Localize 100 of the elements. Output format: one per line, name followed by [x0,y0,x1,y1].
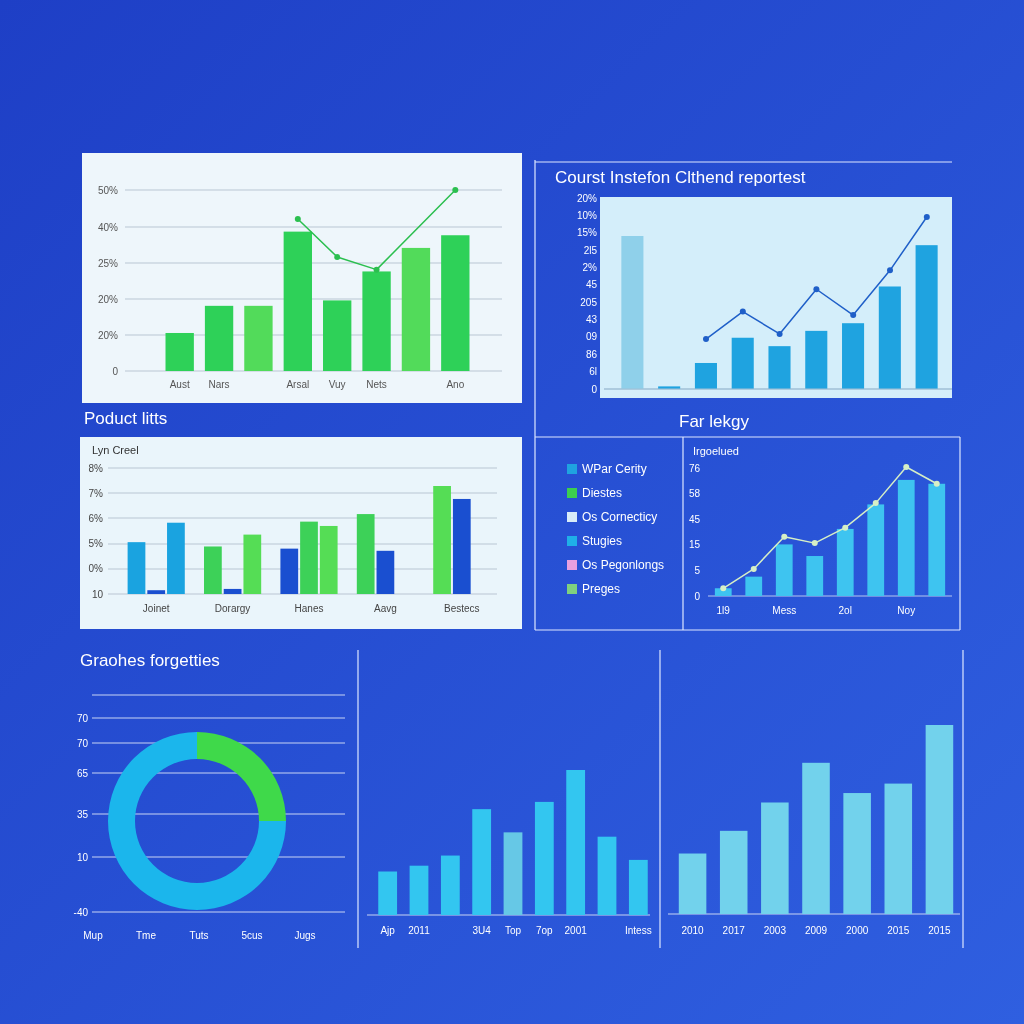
bar [836,528,854,596]
category-label: Os Pegonlongs [582,558,665,573]
point [703,336,709,343]
text: 45 [688,513,701,525]
bar [745,576,763,596]
donut-slice [197,732,286,821]
bar [283,231,312,371]
x-tick-label: Nars [208,379,230,390]
text: 70 [76,712,89,724]
text: 0 [112,365,119,377]
bar [440,855,460,915]
text: 20% [576,192,598,204]
point [850,312,857,319]
bar [897,479,915,596]
x-tick-label: Aavg [374,603,397,614]
bar [878,286,901,389]
text: 15% [576,227,598,239]
text: 2% [582,261,598,273]
bar [867,504,885,596]
x-tick-label: 1l9 [716,605,731,616]
x-tick-label: 2009 [804,925,828,936]
x-tick-label: Vuy [328,379,346,390]
bar [925,725,954,914]
bar [806,556,824,596]
bar [167,522,185,594]
text: 86 [585,348,598,360]
point [933,480,940,487]
x-tick-label: 2011 [408,925,431,936]
text: 0 [694,590,701,602]
text: 7% [88,487,104,499]
text: 205 [580,296,598,308]
bar [362,271,391,371]
x-tick-label: Bestecs [444,603,480,614]
text: 35 [76,808,89,820]
point [781,533,788,540]
x-tick-label: 2010 [681,925,705,936]
text: 5% [88,538,104,550]
text: 10 [76,851,89,863]
bar [319,525,338,594]
bar [204,305,234,371]
bar [534,801,554,915]
bar [805,330,828,389]
y-axis-title: Lyn Creel [92,444,139,456]
chart-title: Poduct litts [84,409,168,428]
text: -40 [73,906,89,918]
bar [472,809,492,915]
bar [775,544,793,596]
bar [928,483,946,596]
bar [409,865,429,915]
text: 0% [88,563,104,575]
text: 8% [88,462,104,474]
y-axis-title: Irgoelued [693,445,739,457]
point [903,464,910,470]
text: 40% [97,221,119,233]
text: Tuts [189,929,209,941]
text: 09 [585,331,598,343]
bar [127,542,146,594]
text: 6l [589,366,597,378]
bar [884,783,913,914]
text: 5cus [241,929,263,941]
text: 70 [76,737,89,749]
chart-title: Courst Instefon Clthend reportest [555,168,806,187]
x-tick-label: 2017 [722,925,746,936]
x-tick-label: Nets [366,379,387,390]
x-tick-label: Ano [446,379,465,390]
text: Jugs [294,929,316,941]
text: 25% [97,257,119,269]
point [923,214,930,220]
x-tick-label: Hanes [294,603,324,614]
bar [694,362,717,389]
x-tick-label: Joinet [142,603,170,614]
point [776,330,783,337]
bar [147,590,166,594]
bar [597,836,617,915]
bar [243,534,262,594]
text: 10 [91,588,104,600]
bar [768,346,791,389]
bar [401,247,431,371]
x-tick-label: 3U4 [472,925,492,936]
point [811,540,818,547]
x-tick-label: Intess [624,925,652,936]
text: 20% [97,329,119,341]
category-label: WPar Cerity [582,462,647,477]
text: Tme [136,929,157,941]
bar [843,793,871,914]
point [842,524,849,531]
text: 58 [688,488,701,500]
bar [244,305,273,371]
bar [628,859,648,915]
bar [452,498,471,594]
x-tick-label: 7op [535,925,554,936]
point [373,266,380,273]
text: 5 [694,564,701,576]
bar [761,802,789,914]
x-tick-label: Noy [897,605,916,616]
category-label: Preges [582,582,621,597]
x-tick-label: Ajp [380,925,396,936]
text: 45 [585,279,598,291]
text: 15 [688,539,701,551]
x-tick-label: 2001 [564,925,588,936]
